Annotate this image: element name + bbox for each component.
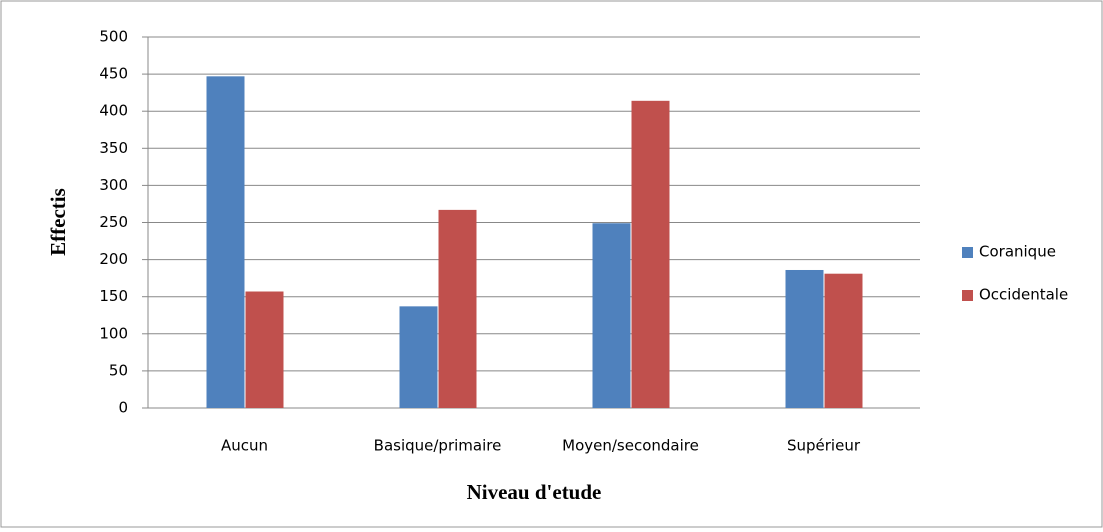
- y-tick-label: 300: [99, 176, 128, 194]
- y-tick-label: 150: [99, 287, 128, 305]
- y-tick-label: 0: [118, 399, 128, 417]
- bar: [206, 76, 245, 409]
- bar: [824, 273, 863, 408]
- bar: [245, 291, 284, 408]
- bar: [631, 100, 670, 408]
- y-tick-label: 50: [109, 361, 128, 379]
- y-tick-label: 250: [99, 213, 128, 231]
- legend-label: Occidentale: [979, 286, 1068, 304]
- legend-swatch: [962, 247, 973, 258]
- bar: [785, 269, 824, 408]
- y-tick-label: 450: [99, 65, 128, 83]
- y-tick-label: 400: [99, 102, 128, 120]
- bar: [399, 306, 438, 408]
- legend-label: Coranique: [979, 243, 1056, 261]
- x-tick-label: Aucun: [221, 437, 268, 455]
- y-axis-label: Effectis: [46, 188, 70, 256]
- y-tick-label: 500: [99, 28, 128, 46]
- y-tick-label: 100: [99, 324, 128, 342]
- x-tick-label: Basique/primaire: [374, 437, 502, 455]
- y-tick-label: 200: [99, 250, 128, 268]
- x-axis-label: Niveau d'etude: [467, 480, 602, 504]
- bar: [592, 223, 631, 408]
- legend-swatch: [962, 290, 973, 301]
- y-tick-label: 350: [99, 139, 128, 157]
- x-tick-label: Moyen/secondaire: [562, 437, 699, 455]
- bar: [438, 209, 477, 408]
- x-tick-label: Supérieur: [787, 437, 861, 455]
